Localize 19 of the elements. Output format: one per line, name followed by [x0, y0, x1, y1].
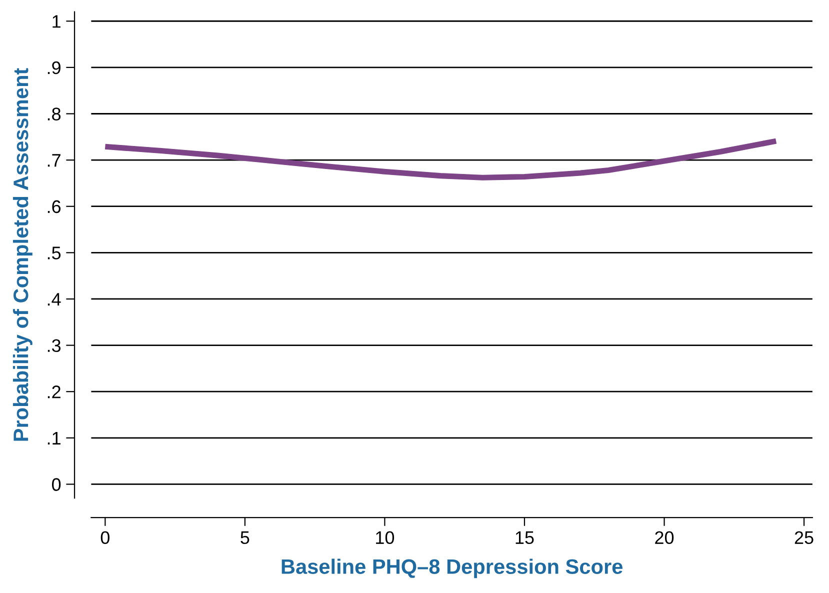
x-tick-label: 15: [516, 531, 534, 544]
x-axis-title: Baseline PHQ–8 Depression Score: [282, 558, 622, 578]
y-tick-label: .5: [48, 246, 61, 260]
x-tick-label: 20: [655, 531, 674, 544]
y-tick-label: 1: [52, 15, 60, 28]
y-tick-label: 0: [52, 478, 61, 491]
x-tick-label: 25: [794, 531, 814, 544]
y-tick-label: .3: [48, 339, 61, 352]
y-tick-label: .4: [48, 293, 61, 306]
y-tick-label: .6: [48, 200, 61, 214]
y-tick-label: .1: [48, 432, 60, 444]
x-tick-label: 10: [376, 531, 394, 544]
y-tick-label: .9: [48, 61, 60, 74]
y-axis-title: Probability of Completed Assessment: [12, 68, 32, 441]
x-tick-label: 5: [240, 531, 250, 544]
y-tick-label: .8: [48, 108, 61, 120]
y-tick-label: .7: [48, 154, 60, 167]
y-tick-label: .2: [48, 386, 60, 398]
x-tick-label: 0: [100, 531, 110, 544]
